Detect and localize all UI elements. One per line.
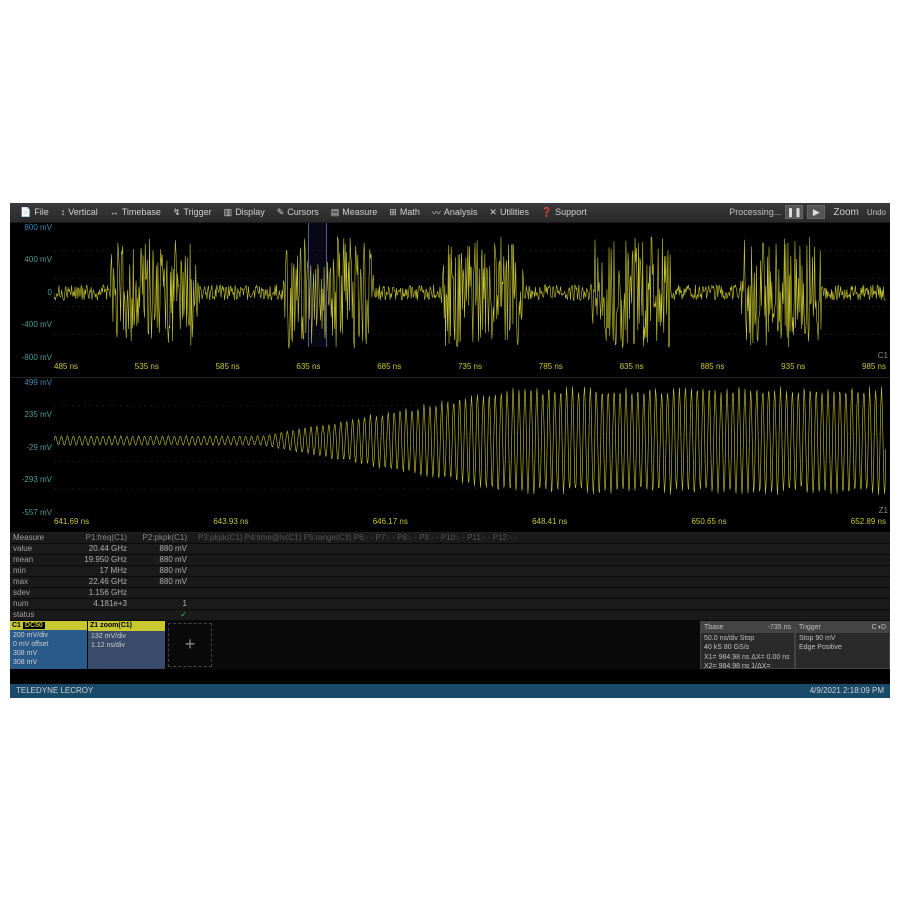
tick-label: -29 mV [10, 443, 54, 452]
measure-row-max: max22.46 GHz880 mV [10, 577, 890, 588]
menu-file[interactable]: 📄File [14, 204, 55, 221]
tick-label: -400 mV [10, 320, 54, 329]
zoom-x-axis: 641.69 ns 643.93 ns 646.17 ns 648.41 ns 650.… [54, 517, 886, 532]
zoom-region-indicator[interactable] [308, 223, 327, 347]
tick-label: 985 ns [862, 362, 886, 377]
tick-label: 835 ns [620, 362, 644, 377]
tick-label: 235 mV [10, 410, 54, 419]
tick-label: 485 ns [54, 362, 78, 377]
tick-label: 0 [10, 288, 54, 297]
menu-analysis[interactable]: 〰Analysis [426, 204, 484, 221]
channel-descriptor-c1[interactable]: C1 DC50 200 mV/div0 mV offset308 mV308 m… [10, 621, 88, 669]
menu-measure[interactable]: ▤Measure [325, 204, 384, 221]
measure-row-num: num4.181e+31 [10, 599, 890, 610]
measure-row-value: value20.44 GHz880 mV [10, 544, 890, 555]
tick-label: 400 mV [10, 255, 54, 264]
footer: TELEDYNE LECROY 4/9/2021 2:18:09 PM [10, 684, 890, 698]
oscilloscope-app: 📄File↕Vertical↔Timebase↯Trigger▥Display✎… [10, 203, 890, 698]
tick-label: 648.41 ns [532, 517, 567, 532]
file-icon: 📄 [20, 207, 31, 218]
zoom-plot[interactable] [54, 378, 886, 517]
tick-label: 735 ns [458, 362, 482, 377]
timebase-icon: ↔ [110, 207, 119, 217]
measure-icon: ▤ [331, 207, 340, 218]
menu-math[interactable]: ⊞Math [383, 204, 426, 221]
measure-row-min: min17 MHz880 mV [10, 566, 890, 577]
main-x-axis: 485 ns 535 ns 585 ns 635 ns 685 ns 735 ns 785 … [54, 362, 886, 377]
tick-label: -293 mV [10, 475, 54, 484]
pause-button[interactable]: ❚❚ [785, 205, 803, 219]
tick-label: 535 ns [135, 362, 159, 377]
trigger-panel[interactable]: TriggerC◑D Stop 90 mVEdge Positive [795, 621, 890, 669]
measure-row-sdev: sdev1.156 GHz [10, 588, 890, 599]
cursors-icon: ✎ [277, 207, 285, 218]
analysis-icon: 〰 [432, 206, 441, 219]
add-channel-button[interactable]: + [168, 623, 212, 667]
display-icon: ▥ [224, 207, 233, 218]
tick-label: 935 ns [781, 362, 805, 377]
menu-display[interactable]: ▥Display [218, 204, 271, 221]
timestamp-label: 4/9/2021 2:18:09 PM [810, 686, 884, 695]
tick-label: 685 ns [377, 362, 401, 377]
main-y-axis: 800 mV 400 mV 0 -400 mV -800 mV [10, 223, 54, 362]
zoom-waveform-panel[interactable]: 499 mV 235 mV -29 mV -293 mV -557 mV Z1 641.… [10, 378, 890, 533]
play-button[interactable]: ▶ [807, 205, 825, 219]
zoom-y-axis: 499 mV 235 mV -29 mV -293 mV -557 mV [10, 378, 54, 517]
tick-label: 641.69 ns [54, 517, 89, 532]
tick-label: 646.17 ns [373, 517, 408, 532]
trigger-icon: ↯ [173, 207, 181, 218]
channel-label-c1: C1 [878, 351, 888, 360]
menu-utilities[interactable]: ✕Utilities [483, 204, 535, 221]
waveform-area: 800 mV 400 mV 0 -400 mV -800 mV C1 485 ns 535… [10, 223, 890, 684]
measurement-table: MeasureP1:freq(C1)P2:pkpk(C1)P3:pkpk(C1)… [10, 533, 890, 621]
tick-label: 635 ns [296, 362, 320, 377]
info-panels: Tbase-735 ns 50.0 ns/div Stop40 kS 80 GS… [700, 621, 890, 669]
menu-vertical[interactable]: ↕Vertical [55, 204, 104, 221]
menu-timebase[interactable]: ↔Timebase [104, 204, 167, 221]
zoom-button[interactable]: Zoom [833, 207, 859, 218]
tick-label: 785 ns [539, 362, 563, 377]
descriptor-strip: C1 DC50 200 mV/div0 mV offset308 mV308 m… [10, 621, 890, 669]
channel-descriptor-z1[interactable]: Z1 zoom(C1) 132 mV/div1.12 ns/div [88, 621, 166, 669]
tick-label: -557 mV [10, 508, 54, 517]
main-waveform-panel[interactable]: 800 mV 400 mV 0 -400 mV -800 mV C1 485 ns 535… [10, 223, 890, 378]
utilities-icon: ✕ [489, 207, 497, 218]
tick-label: 499 mV [10, 378, 54, 387]
tick-label: 643.93 ns [213, 517, 248, 532]
measure-row-mean: mean19.950 GHz880 mV [10, 555, 890, 566]
tick-label: 885 ns [700, 362, 724, 377]
timebase-panel[interactable]: Tbase-735 ns 50.0 ns/div Stop40 kS 80 GS… [700, 621, 795, 669]
undo-button[interactable]: Undo [867, 208, 886, 217]
vertical-icon: ↕ [61, 207, 66, 217]
tick-label: 650.65 ns [691, 517, 726, 532]
processing-label: Processing... [729, 207, 781, 217]
tick-label: 652.89 ns [851, 517, 886, 532]
tick-label: 585 ns [216, 362, 240, 377]
menubar-right: Processing... ❚❚ ▶ Zoom Undo [729, 205, 886, 219]
math-icon: ⊞ [389, 207, 397, 218]
tick-label: -800 mV [10, 353, 54, 362]
menu-cursors[interactable]: ✎Cursors [271, 204, 325, 221]
channel-label-z1: Z1 [879, 506, 888, 515]
brand-label: TELEDYNE LECROY [16, 686, 93, 695]
menu-support[interactable]: ❓Support [535, 204, 593, 221]
tick-label: 800 mV [10, 223, 54, 232]
menu-trigger[interactable]: ↯Trigger [167, 204, 218, 221]
menubar: 📄File↕Vertical↔Timebase↯Trigger▥Display✎… [10, 203, 890, 223]
measure-row-status: status✓ [10, 610, 890, 621]
support-icon: ❓ [541, 207, 552, 218]
main-plot[interactable] [54, 223, 886, 362]
